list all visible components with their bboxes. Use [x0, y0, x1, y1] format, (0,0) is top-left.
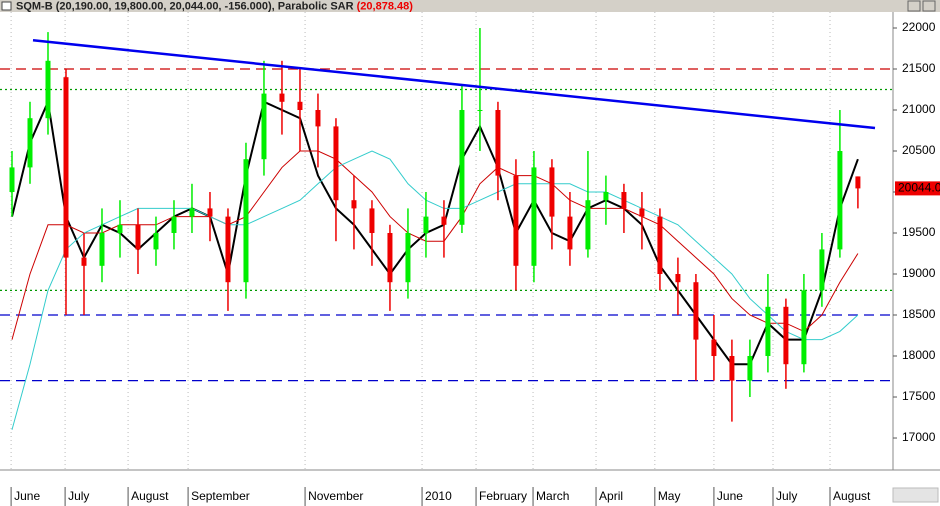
x-tick-label: September [191, 489, 250, 503]
x-tick-label: February [479, 489, 527, 503]
y-tick-label: 17000 [902, 430, 936, 444]
candle-body [819, 249, 825, 291]
candle-body [369, 208, 375, 234]
candle-body [423, 216, 429, 234]
x-tick-label: 2010 [425, 489, 452, 503]
candle-body [693, 282, 699, 340]
candle-body [243, 159, 249, 283]
last-value-label: 20044.00 [898, 181, 940, 195]
trendline [32, 39, 876, 130]
candle-body [477, 109, 483, 111]
x-tick-label: November [308, 489, 363, 503]
candle-body [603, 192, 609, 201]
candle-body [801, 290, 807, 365]
candle-body [783, 306, 789, 365]
candle-body [261, 93, 267, 160]
last-value-box [895, 181, 940, 196]
candle-body [45, 60, 51, 119]
x-tick-label: August [131, 489, 169, 503]
candle-body [297, 101, 303, 110]
symbol: SQM-B (20,190.00, 19,800.00, 20,044.00, … [16, 0, 413, 12]
candle-body [513, 175, 519, 266]
x-tick-label: June [717, 489, 743, 503]
indicator-line [11, 150, 859, 340]
x-tick-label: April [599, 489, 623, 503]
x-tick-label: July [776, 489, 797, 503]
candle-body [531, 167, 537, 266]
indicator-line [11, 150, 859, 430]
candle-body [189, 208, 195, 217]
candle-body [567, 216, 573, 250]
candle-body [441, 216, 447, 225]
y-tick-label: 20500 [902, 143, 936, 157]
y-tick-label: 17500 [902, 389, 936, 403]
candle-body [351, 200, 357, 209]
candle-body [279, 93, 285, 102]
x-tick-label: August [833, 489, 871, 503]
candle-body [657, 216, 663, 275]
candle-body [639, 208, 645, 217]
candle-body [765, 306, 771, 357]
close-button[interactable] [922, 0, 936, 12]
candle-body [405, 233, 411, 283]
candle-body [747, 356, 753, 381]
candle-body [117, 224, 123, 234]
x-tick-label: June [14, 489, 40, 503]
restore-button[interactable] [907, 0, 921, 12]
candle-body [63, 77, 69, 258]
header-bar [0, 0, 940, 12]
candle-body [135, 224, 141, 250]
y-tick-label: 21000 [902, 102, 936, 116]
candle-body [711, 339, 717, 357]
candle-body [207, 208, 213, 217]
ohlc-values: (20,190.00, 19,800.00, 20,044.00, -156.0… [56, 0, 275, 12]
symbol-name: SQM-B [16, 0, 53, 12]
candle-body [333, 126, 339, 201]
candle-body [81, 257, 87, 266]
candle-body [171, 216, 177, 234]
indicator-name: Parabolic SAR [278, 0, 354, 12]
candle-body [675, 274, 681, 283]
candle-body [27, 118, 33, 168]
y-tick-label: 22000 [902, 20, 936, 34]
candle-body [315, 109, 321, 127]
scrollbar[interactable] [892, 487, 939, 503]
candle-body [621, 192, 627, 209]
candle-body [729, 356, 735, 381]
candle-body [459, 109, 465, 225]
indicator-line [11, 98, 859, 366]
candle-body [225, 216, 231, 283]
y-tick-label: 18500 [902, 307, 936, 321]
candle-body [9, 167, 15, 193]
x-tick-label: July [68, 489, 89, 503]
y-tick-label: 19000 [902, 266, 936, 280]
candle-body [855, 176, 861, 189]
candle-body [495, 109, 501, 176]
window-icon[interactable] [1, 1, 12, 11]
indicator-value: (20,878.48) [357, 0, 414, 12]
candle-body [99, 233, 105, 266]
candle-body [549, 167, 555, 217]
y-tick-label: 21500 [902, 61, 936, 75]
candle-body [585, 200, 591, 250]
x-tick-label: March [536, 489, 569, 503]
y-tick-label: 19500 [902, 225, 936, 239]
x-tick-label: May [658, 489, 681, 503]
candle-body [153, 233, 159, 250]
candle-body [837, 150, 843, 250]
candle-body [387, 233, 393, 283]
y-tick-label: 18000 [902, 348, 936, 362]
